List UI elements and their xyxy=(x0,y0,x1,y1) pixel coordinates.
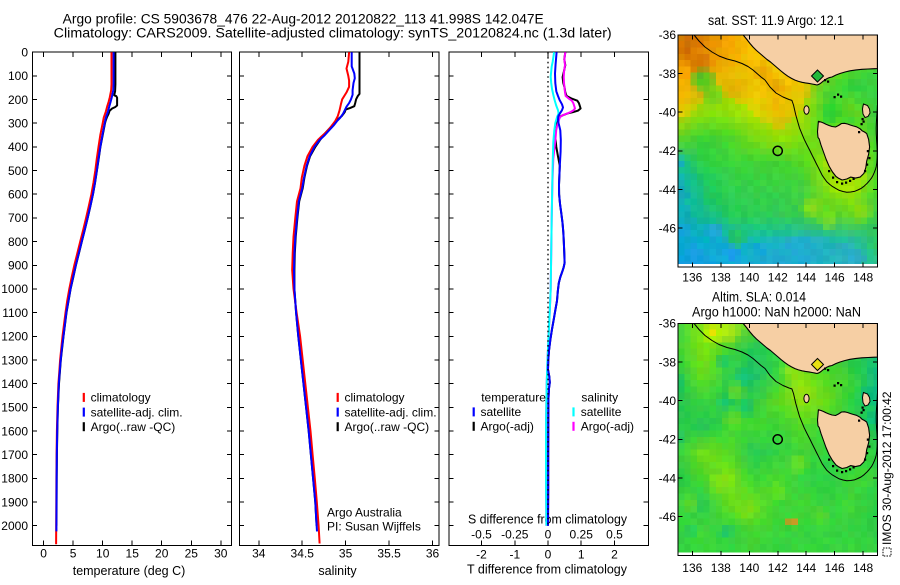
svg-text:35.5: 35.5 xyxy=(377,547,401,561)
svg-text:0: 0 xyxy=(40,547,47,561)
svg-text:Argo(-adj): Argo(-adj) xyxy=(581,420,634,434)
svg-text:10: 10 xyxy=(96,547,110,561)
svg-text:-42: -42 xyxy=(659,433,677,447)
svg-text:600: 600 xyxy=(8,188,28,202)
svg-text:-0.5: -0.5 xyxy=(471,528,492,542)
svg-text:5: 5 xyxy=(70,547,77,561)
svg-text:0.25: 0.25 xyxy=(570,528,594,542)
svg-text:Argo Australia: Argo Australia xyxy=(327,506,402,520)
svg-text:1300: 1300 xyxy=(1,353,28,367)
svg-text:-40: -40 xyxy=(659,394,677,408)
svg-text:140: 140 xyxy=(739,561,759,575)
svg-text:0: 0 xyxy=(21,46,28,60)
svg-text:-36: -36 xyxy=(659,28,677,42)
svg-text:140: 140 xyxy=(739,271,759,285)
svg-text:-38: -38 xyxy=(659,355,677,369)
svg-text:142: 142 xyxy=(768,271,788,285)
svg-text:2000: 2000 xyxy=(1,519,28,533)
svg-text:satellite-adj. clim.: satellite-adj. clim. xyxy=(345,405,437,419)
svg-text:-1: -1 xyxy=(509,548,520,562)
svg-text:salinity: salinity xyxy=(581,391,618,405)
svg-text:1: 1 xyxy=(578,548,585,562)
svg-text:1400: 1400 xyxy=(1,377,28,391)
svg-text:1900: 1900 xyxy=(1,495,28,509)
svg-text:-0.25: -0.25 xyxy=(501,528,529,542)
svg-text:Argo(..raw -QC): Argo(..raw -QC) xyxy=(345,420,430,434)
svg-text:0.5: 0.5 xyxy=(606,528,623,542)
svg-text:200: 200 xyxy=(8,93,28,107)
svg-text:1000: 1000 xyxy=(1,282,28,296)
svg-text:800: 800 xyxy=(8,235,28,249)
svg-text:34.5: 34.5 xyxy=(291,547,315,561)
svg-text:Argo h1000: NaN h2000: NaN: Argo h1000: NaN h2000: NaN xyxy=(692,305,861,320)
svg-text:35: 35 xyxy=(339,547,353,561)
svg-text:700: 700 xyxy=(8,211,28,225)
svg-text:25: 25 xyxy=(185,547,199,561)
svg-text:2: 2 xyxy=(611,548,618,562)
svg-text:136: 136 xyxy=(682,561,702,575)
svg-text:0: 0 xyxy=(545,528,552,542)
svg-text:1600: 1600 xyxy=(1,424,28,438)
svg-text:-44: -44 xyxy=(659,471,677,485)
svg-text:30: 30 xyxy=(214,547,228,561)
svg-text:136: 136 xyxy=(682,271,702,285)
svg-text:satellite-adj. clim.: satellite-adj. clim. xyxy=(91,405,183,419)
svg-text:1800: 1800 xyxy=(1,472,28,486)
svg-text:1500: 1500 xyxy=(1,401,28,415)
svg-text:-40: -40 xyxy=(659,106,677,120)
svg-text:20: 20 xyxy=(155,547,169,561)
svg-text:300: 300 xyxy=(8,117,28,131)
svg-text:-2: -2 xyxy=(476,548,487,562)
svg-text:IMOS 30-Aug-2012 17:00:42: IMOS 30-Aug-2012 17:00:42 xyxy=(880,391,894,545)
svg-text:0: 0 xyxy=(545,548,552,562)
svg-text:138: 138 xyxy=(711,561,731,575)
svg-text:36: 36 xyxy=(426,547,440,561)
svg-text:PI: Susan Wijffels: PI: Susan Wijffels xyxy=(327,520,421,534)
svg-text:1100: 1100 xyxy=(2,306,28,320)
svg-text:salinity: salinity xyxy=(318,564,357,578)
svg-text:Argo profile: CS 5903678_476 2: Argo profile: CS 5903678_476 22-Aug-2012… xyxy=(63,12,544,27)
svg-text:1700: 1700 xyxy=(1,448,28,462)
svg-text:T difference from climatology: T difference from climatology xyxy=(467,563,628,577)
svg-text:138: 138 xyxy=(711,271,731,285)
svg-text:climatology: climatology xyxy=(91,391,151,405)
svg-text:144: 144 xyxy=(796,561,816,575)
svg-text:100: 100 xyxy=(8,69,28,83)
svg-text:900: 900 xyxy=(8,259,28,273)
svg-text:146: 146 xyxy=(825,561,845,575)
svg-text:400: 400 xyxy=(8,140,28,154)
svg-text:satellite: satellite xyxy=(581,405,622,419)
svg-text:146: 146 xyxy=(825,271,845,285)
svg-text:142: 142 xyxy=(768,561,788,575)
svg-text:15: 15 xyxy=(126,547,140,561)
svg-text:temperature: temperature xyxy=(481,391,546,405)
svg-text:satellite: satellite xyxy=(481,405,522,419)
svg-text:-44: -44 xyxy=(659,183,677,197)
svg-text:sat. SST: 11.9 Argo: 12.1: sat. SST: 11.9 Argo: 12.1 xyxy=(708,13,844,28)
svg-text:Altim. SLA: 0.014: Altim. SLA: 0.014 xyxy=(712,289,806,304)
svg-text:-36: -36 xyxy=(659,317,677,331)
svg-text:-38: -38 xyxy=(659,67,677,81)
svg-text:temperature (deg C): temperature (deg C) xyxy=(73,564,186,578)
svg-text:Argo(..raw -QC): Argo(..raw -QC) xyxy=(91,420,176,434)
svg-text:-42: -42 xyxy=(659,144,677,158)
svg-text:-46: -46 xyxy=(659,510,677,524)
svg-text:1200: 1200 xyxy=(1,330,28,344)
svg-text:500: 500 xyxy=(8,164,28,178)
svg-text:148: 148 xyxy=(853,271,873,285)
svg-text:Climatology: CARS2009. Satelli: Climatology: CARS2009. Satellite-adjuste… xyxy=(54,26,612,41)
svg-text:-46: -46 xyxy=(659,222,677,236)
svg-text:34: 34 xyxy=(252,547,266,561)
svg-text:148: 148 xyxy=(853,561,873,575)
svg-text:climatology: climatology xyxy=(345,391,405,405)
svg-text:144: 144 xyxy=(796,271,816,285)
svg-text:Argo(-adj): Argo(-adj) xyxy=(481,420,534,434)
